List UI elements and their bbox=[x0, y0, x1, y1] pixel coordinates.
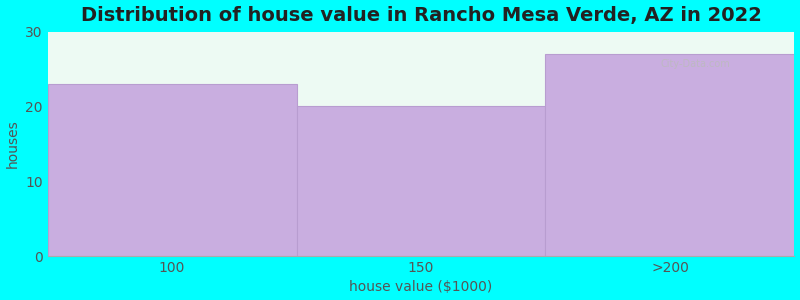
Bar bbox=[47, 84, 297, 256]
Bar bbox=[546, 54, 794, 256]
Bar bbox=[297, 106, 546, 256]
Title: Distribution of house value in Rancho Mesa Verde, AZ in 2022: Distribution of house value in Rancho Me… bbox=[81, 6, 762, 25]
Y-axis label: houses: houses bbox=[6, 119, 19, 168]
Text: City-Data.com: City-Data.com bbox=[660, 58, 730, 69]
X-axis label: house value ($1000): house value ($1000) bbox=[350, 280, 493, 294]
